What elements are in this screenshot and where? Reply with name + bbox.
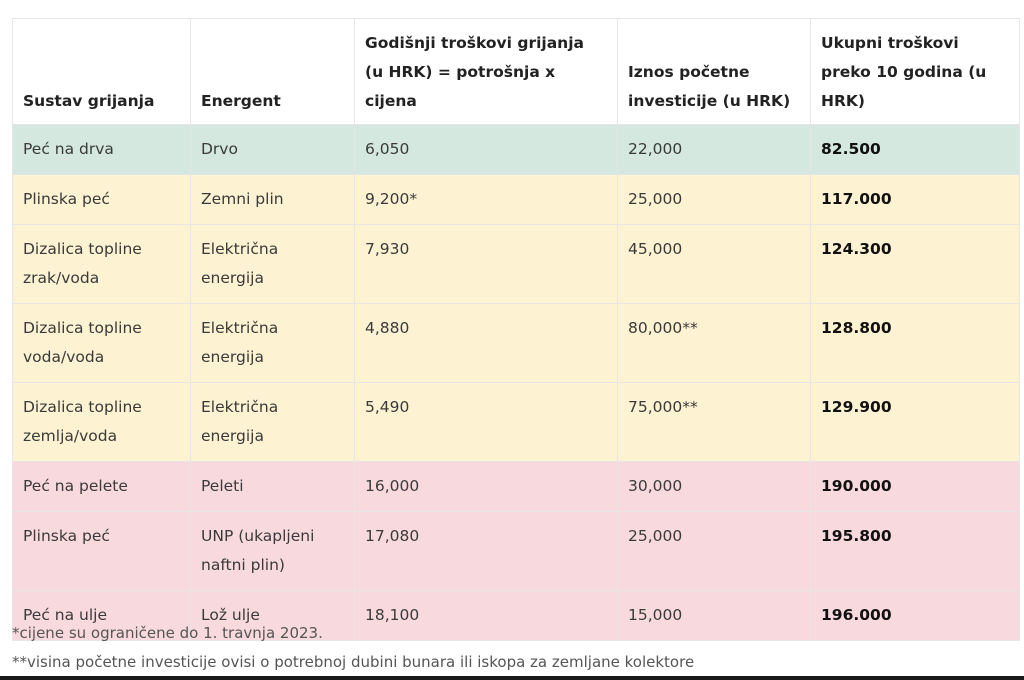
table-cell: Dizalica topline voda/voda	[12, 303, 191, 383]
table-row: Peć na pelete Peleti 16,000 30,000 190.000	[12, 461, 1020, 512]
table-cell: Peć na drva	[12, 124, 191, 175]
table-cell: 16,000	[354, 461, 618, 512]
table-cell: 190.000	[810, 461, 1020, 512]
table-cell: Peć na pelete	[12, 461, 191, 512]
table-row: Plinska peć Zemni plin 9,200* 25,000 117.000	[12, 174, 1020, 225]
header-cell: Sustav grijanja	[12, 18, 191, 125]
table-cell: 25,000	[617, 511, 811, 591]
table-cell: 7,930	[354, 224, 618, 304]
header-cell: Energent	[190, 18, 355, 125]
header-cell: Ukupni troškovi preko 10 godina (u HRK)	[810, 18, 1020, 125]
table-row: Dizalica topline zemlja/voda Električna e…	[12, 382, 1020, 462]
table-cell: 128.800	[810, 303, 1020, 383]
table-cell: 6,050	[354, 124, 618, 175]
table-cell: 45,000	[617, 224, 811, 304]
footnote: *cijene su ograničene do 1. travnja 2023…	[12, 624, 323, 642]
table-cell: 22,000	[617, 124, 811, 175]
table-cell: 82.500	[810, 124, 1020, 175]
table-cell: Peć na ulje	[12, 590, 191, 641]
table-cell: 9,200*	[354, 174, 618, 225]
table-cell: 18,100	[354, 590, 618, 641]
table-cell: 5,490	[354, 382, 618, 462]
table-cell: Električna energija	[190, 382, 355, 462]
table-row: Dizalica topline zrak/voda Električna ene…	[12, 224, 1020, 304]
table-cell: 17,080	[354, 511, 618, 591]
table-cell: Zemni plin	[190, 174, 355, 225]
table-cell: UNP (ukapljeni naftni plin)	[190, 511, 355, 591]
table-cell: Dizalica topline zrak/voda	[12, 224, 191, 304]
table-cell: 124.300	[810, 224, 1020, 304]
cost-table: Sustav grijanja Energent Godišnji troškovi…	[12, 18, 1020, 641]
header-row: Sustav grijanja Energent Godišnji troškovi…	[12, 18, 1020, 125]
table-cell: Plinska peć	[12, 174, 191, 225]
table-cell: Dizalica topline zemlja/voda	[12, 382, 191, 462]
table-cell: Peleti	[190, 461, 355, 512]
table-cell: 195.800	[810, 511, 1020, 591]
header-cell: Iznos početne investicije (u HRK)	[617, 18, 811, 125]
table-cell: 15,000	[617, 590, 811, 641]
footnote: **visina početne investicije ovisi o pot…	[12, 653, 695, 671]
header-cell: Godišnji troškovi grijanja (u HRK) = pot…	[354, 18, 618, 125]
table-cell: Električna energija	[190, 224, 355, 304]
table-cell: Drvo	[190, 124, 355, 175]
table-cell: 4,880	[354, 303, 618, 383]
table-body: Peć na drva Drvo 6,050 22,000 82.500 Plinska …	[12, 124, 1020, 641]
table-cell: 196.000	[810, 590, 1020, 641]
table-row: Peć na ulje Lož ulje 18,100 15,000 196.000	[12, 590, 1020, 641]
table-cell: 80,000**	[617, 303, 811, 383]
table-row: Plinska peć UNP (ukapljeni naftni plin) 17…	[12, 511, 1020, 591]
table-cell: Električna energija	[190, 303, 355, 383]
table-row: Dizalica topline voda/voda Električna ene…	[12, 303, 1020, 383]
table-cell: Plinska peć	[12, 511, 191, 591]
table-cell: 75,000**	[617, 382, 811, 462]
table-cell: 25,000	[617, 174, 811, 225]
bottom-bar	[0, 676, 1024, 680]
table-cell: 129.900	[810, 382, 1020, 462]
table-cell: 30,000	[617, 461, 811, 512]
table-row: Peć na drva Drvo 6,050 22,000 82.500	[12, 124, 1020, 175]
table-cell: 117.000	[810, 174, 1020, 225]
table-cell: Lož ulje	[190, 590, 355, 641]
